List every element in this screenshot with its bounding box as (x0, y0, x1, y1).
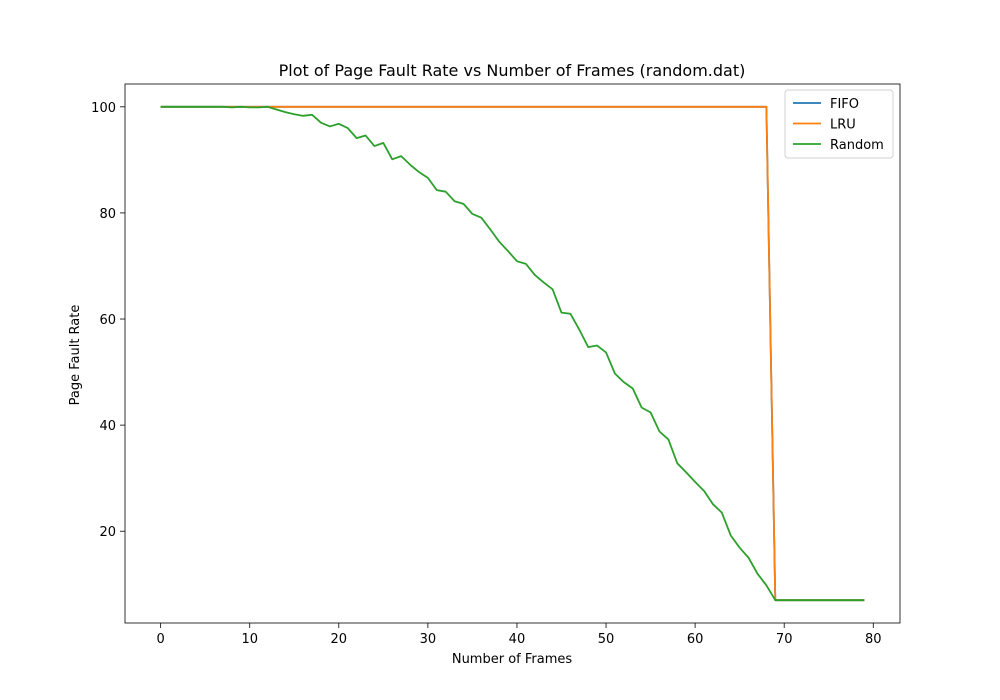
series-line-random (160, 105, 865, 602)
legend-label: FIFO (830, 97, 859, 112)
x-axis-label: Number of Frames (452, 652, 573, 667)
x-tick-label: 30 (420, 632, 437, 647)
x-tick-label: 40 (509, 632, 526, 647)
y-tick-label: 20 (99, 525, 116, 540)
x-tick-label: 0 (156, 632, 164, 647)
axes-frame (124, 83, 901, 624)
y-axis-label: Page Fault Rate (68, 305, 83, 406)
y-tick-label: 40 (99, 419, 116, 434)
legend: FIFO LRU Random (784, 89, 894, 159)
y-tick-label: 60 (99, 313, 116, 328)
legend-box (784, 89, 894, 159)
x-tick-label: 80 (865, 632, 882, 647)
x-tick-label: 60 (687, 632, 704, 647)
y-tick-label: 80 (99, 207, 116, 222)
x-tick-label: 20 (331, 632, 348, 647)
x-tick-label: 10 (241, 632, 258, 647)
x-tick-label: 50 (598, 632, 615, 647)
x-tick-label: 70 (776, 632, 793, 647)
legend-label: Random (830, 138, 884, 153)
y-tick-label: 100 (91, 101, 116, 116)
series-line-lru (160, 105, 865, 602)
legend-label: LRU (830, 118, 856, 133)
plot-area: 0 10 20 30 40 50 60 70 80 20 40 60 80 100 (91, 83, 901, 647)
chart-title: Plot of Page Fault Rate vs Number of Fra… (279, 61, 746, 80)
